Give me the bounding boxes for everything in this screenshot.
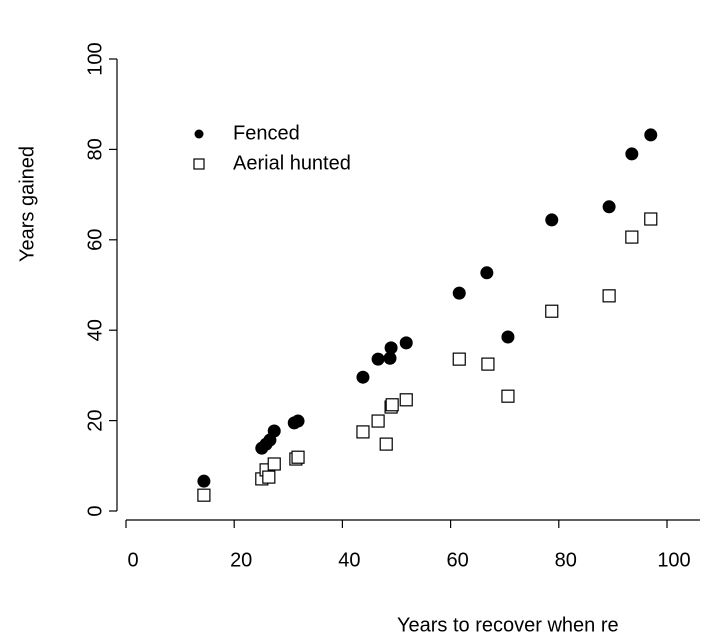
point bbox=[356, 370, 370, 384]
point bbox=[267, 457, 281, 471]
point bbox=[371, 414, 385, 428]
point bbox=[291, 414, 305, 428]
point bbox=[481, 357, 495, 371]
y-tick-label: 100 bbox=[84, 42, 106, 75]
x-tick-label: 20 bbox=[230, 549, 252, 571]
x-tick-label: 80 bbox=[555, 549, 577, 571]
point bbox=[383, 351, 397, 365]
y-tick-label: 0 bbox=[84, 505, 106, 516]
point bbox=[197, 488, 211, 502]
y-axis-label: Years gained bbox=[16, 146, 38, 262]
point bbox=[545, 304, 559, 318]
point bbox=[399, 393, 413, 407]
point bbox=[452, 352, 466, 366]
point bbox=[545, 213, 559, 227]
y-tick-label: 60 bbox=[84, 229, 106, 251]
point bbox=[644, 212, 658, 226]
point bbox=[197, 474, 211, 488]
point bbox=[602, 200, 616, 214]
point bbox=[452, 286, 466, 300]
point bbox=[379, 437, 393, 451]
point bbox=[480, 266, 494, 280]
point bbox=[371, 352, 385, 366]
point bbox=[501, 389, 515, 403]
point bbox=[384, 341, 398, 355]
y-tick-label: 80 bbox=[84, 138, 106, 160]
point bbox=[644, 128, 658, 142]
x-tick-label: 100 bbox=[657, 549, 690, 571]
point bbox=[267, 424, 281, 438]
y-tick-label: 20 bbox=[84, 409, 106, 431]
point bbox=[399, 336, 413, 350]
legend-marker bbox=[193, 158, 205, 170]
point bbox=[262, 470, 276, 484]
x-tick-label: 40 bbox=[338, 549, 360, 571]
x-axis-label: Years to recover when re bbox=[397, 614, 619, 634]
legend-label: Fenced bbox=[233, 122, 300, 144]
y-tick-label: 40 bbox=[84, 319, 106, 341]
x-tick-label: 0 bbox=[127, 549, 138, 571]
point bbox=[625, 230, 639, 244]
legend-label: Aerial hunted bbox=[233, 152, 351, 174]
x-tick-label: 60 bbox=[446, 549, 468, 571]
point bbox=[385, 398, 399, 412]
point bbox=[356, 425, 370, 439]
point bbox=[602, 289, 616, 303]
point bbox=[501, 330, 515, 344]
point bbox=[291, 450, 305, 464]
legend-marker bbox=[194, 129, 204, 139]
point bbox=[625, 147, 639, 161]
